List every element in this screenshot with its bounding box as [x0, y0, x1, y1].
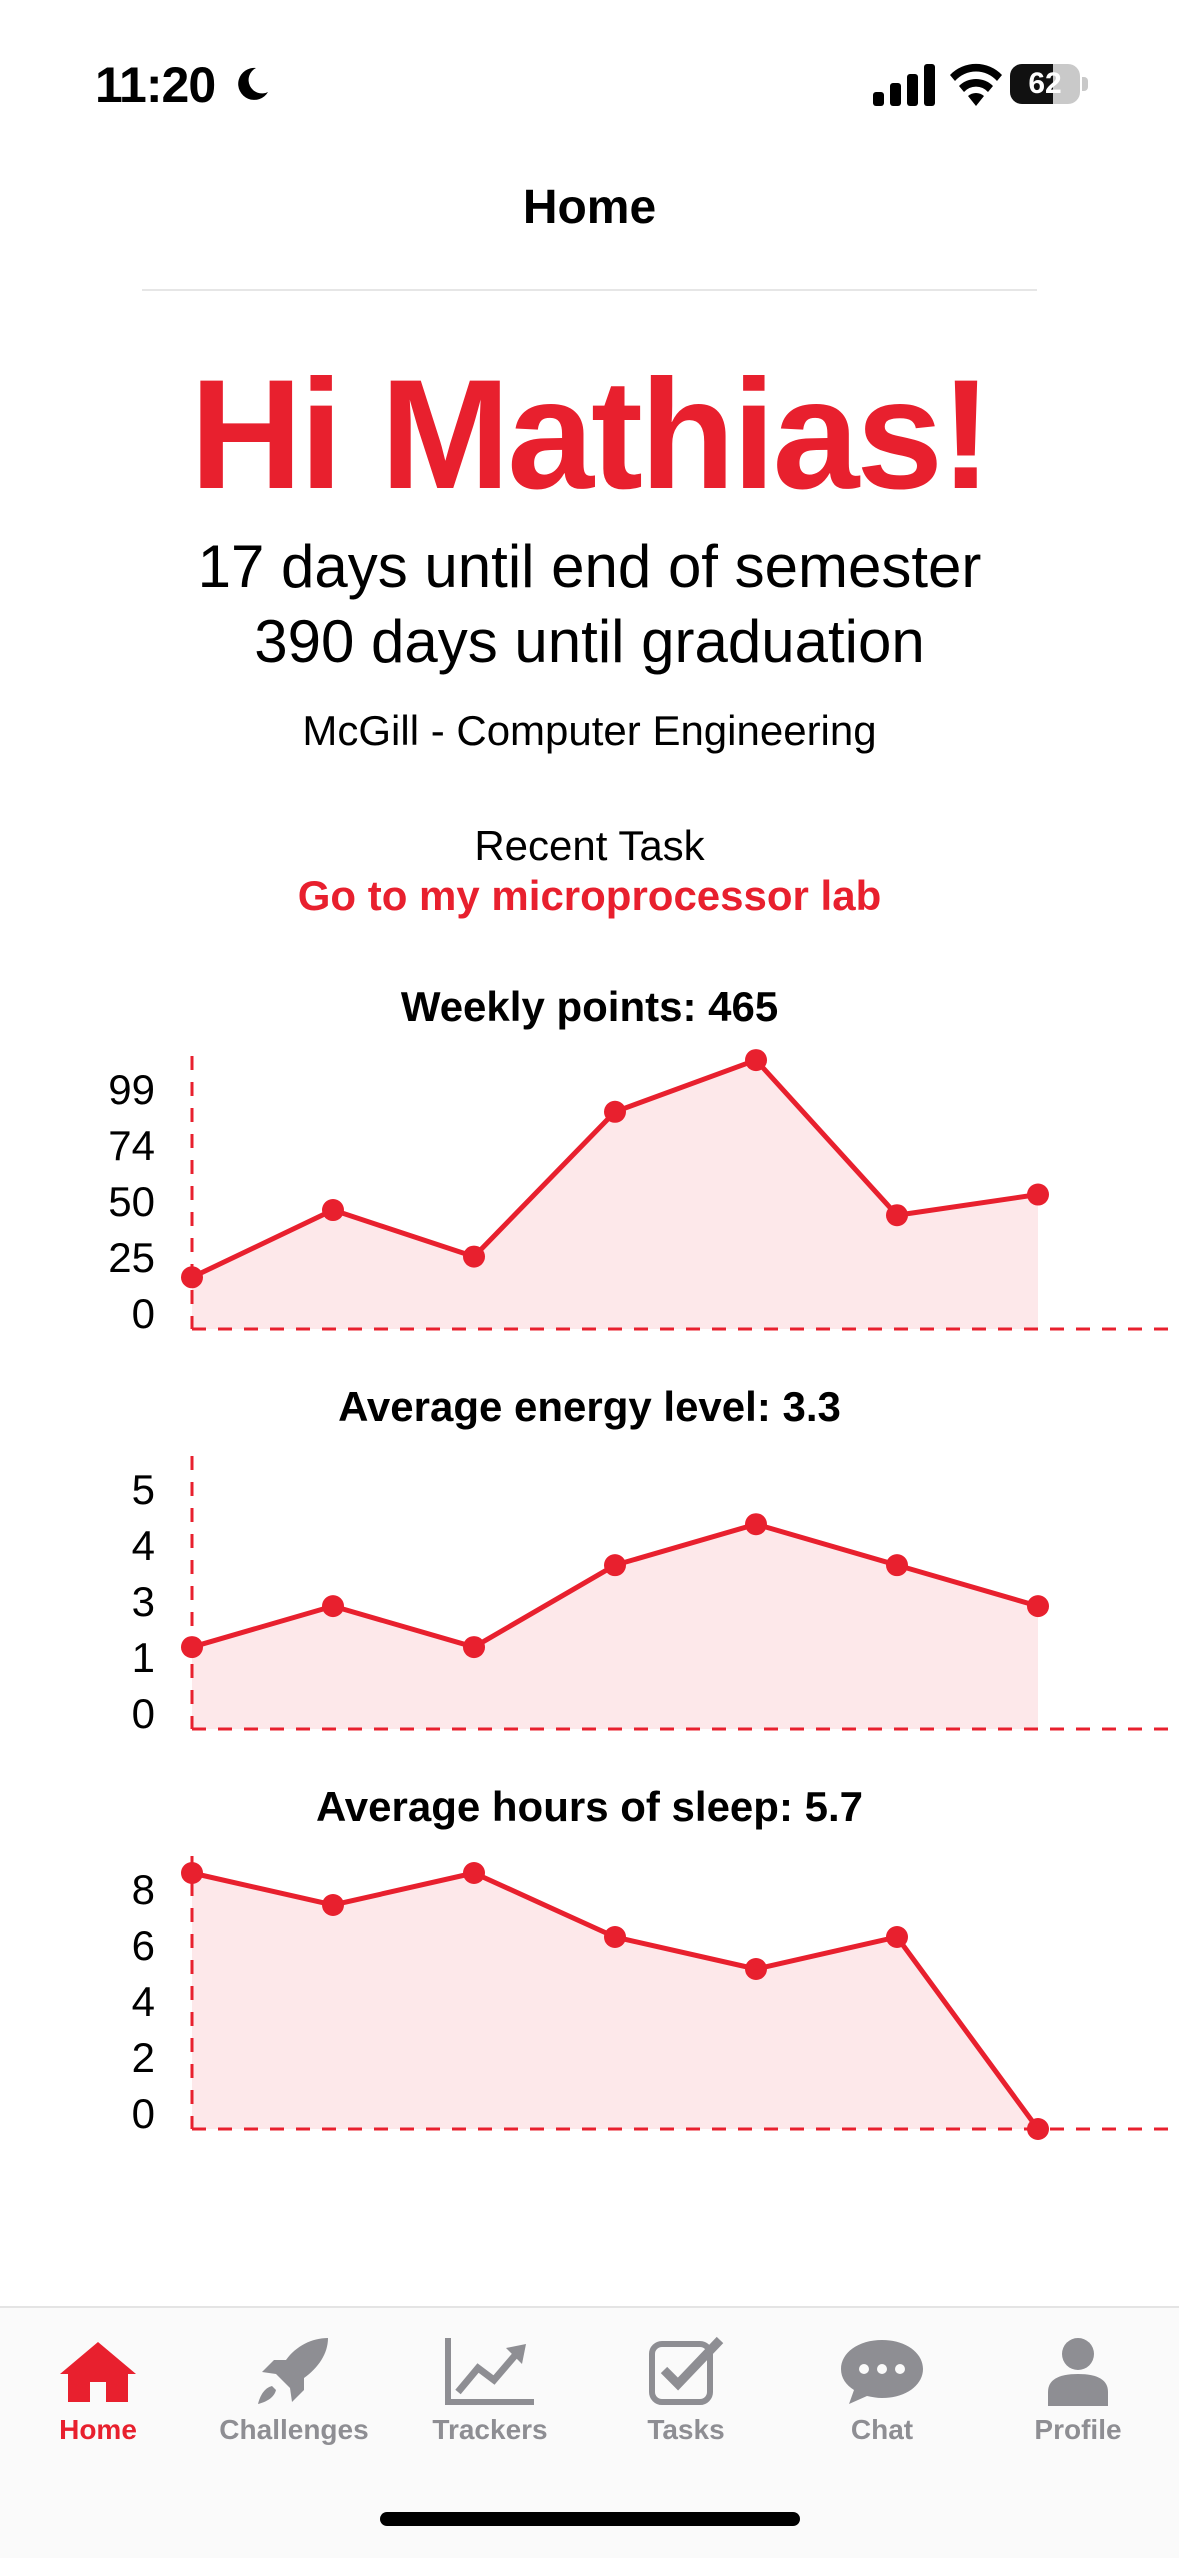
tab-trackers[interactable]: Trackers — [392, 2336, 588, 2476]
y-tick-label: 50 — [108, 1178, 155, 1225]
data-point — [604, 1926, 626, 1948]
chat-bubble-icon — [841, 2340, 923, 2404]
tab-label: Tasks — [647, 2414, 725, 2445]
y-tick-label: 5 — [132, 1466, 155, 1513]
tab-tasks[interactable]: Tasks — [588, 2336, 784, 2476]
data-point — [886, 1204, 908, 1227]
tab-label: Challenges — [219, 2414, 369, 2445]
energy-level-plot: 5 4 3 1 0 — [132, 1456, 1170, 1737]
data-point — [886, 1926, 908, 1948]
y-tick-label: 25 — [108, 1234, 155, 1281]
home-icon — [60, 2342, 136, 2402]
status-time: 11:20 — [95, 57, 216, 113]
weekly-points-plot: 99 74 50 25 0 — [108, 1049, 1170, 1337]
tab-label: Home — [59, 2414, 137, 2445]
chart-title: Average energy level: 3.3 — [338, 1383, 841, 1430]
y-tick-label: 4 — [132, 1522, 155, 1569]
series-area — [192, 1873, 1038, 2129]
recent-task-link[interactable]: Go to my microprocessor lab — [297, 872, 882, 919]
battery-fill — [1010, 64, 1054, 104]
data-point — [181, 1862, 203, 1884]
status-bar: 11:20 62 — [0, 0, 1179, 170]
data-point — [1027, 2118, 1049, 2140]
school-program: McGill - Computer Engineering — [302, 707, 877, 754]
y-tick-label: 99 — [108, 1066, 155, 1113]
tab-profile[interactable]: Profile — [980, 2336, 1176, 2476]
y-tick-label: 2 — [132, 2034, 155, 2081]
y-tick-label: 1 — [132, 1634, 155, 1681]
battery-indicator: 62 — [1010, 64, 1088, 104]
header-divider — [142, 289, 1037, 291]
battery-level: 62 — [1028, 67, 1062, 100]
data-point — [745, 1049, 767, 1072]
data-point — [322, 1595, 344, 1618]
tab-label: Trackers — [432, 2414, 548, 2445]
y-tick-label: 6 — [132, 1922, 155, 1969]
chart-title: Average hours of sleep: 5.7 — [316, 1783, 863, 1830]
sleep-hours-chart: Average hours of sleep: 5.7 8 6 4 2 0 — [0, 1783, 1179, 2143]
y-tick-label: 8 — [132, 1866, 155, 1913]
data-point — [604, 1100, 626, 1123]
data-point — [886, 1554, 908, 1577]
tab-label: Chat — [850, 2414, 914, 2445]
y-tick-label: 0 — [132, 2090, 155, 2137]
graduation-countdown: 390 days until graduation — [254, 608, 925, 675]
y-tick-label: 4 — [132, 1978, 155, 2025]
y-tick-label: 0 — [132, 1690, 155, 1737]
data-point — [1027, 1183, 1049, 1206]
data-point — [181, 1266, 203, 1289]
y-tick-label: 74 — [108, 1122, 155, 1169]
moon-icon — [238, 67, 268, 100]
tab-label: Profile — [1034, 2414, 1122, 2445]
data-point — [463, 1636, 485, 1659]
rocket-icon — [258, 2338, 328, 2404]
data-point — [463, 1862, 485, 1884]
recent-task-label: Recent Task — [474, 822, 705, 869]
person-icon — [1048, 2338, 1108, 2406]
series-area — [192, 1060, 1038, 1329]
tab-chat[interactable]: Chat — [784, 2336, 980, 2476]
greeting-heading: Hi Mathias! — [189, 348, 992, 522]
data-point — [322, 1199, 344, 1222]
wifi-icon — [950, 63, 1002, 106]
data-point — [604, 1554, 626, 1577]
checkbox-icon — [649, 2336, 724, 2405]
energy-level-chart: Average energy level: 3.3 5 4 3 1 0 — [0, 1383, 1179, 1743]
y-tick-label: 0 — [132, 1290, 155, 1337]
chart-title: Weekly points: 465 — [400, 983, 779, 1030]
y-tick-label: 3 — [132, 1578, 155, 1625]
page-title: Home — [522, 181, 657, 234]
data-point — [463, 1245, 485, 1268]
tab-home[interactable]: Home — [0, 2336, 196, 2476]
sleep-hours-plot: 8 6 4 2 0 — [132, 1856, 1170, 2140]
cellular-signal-icon — [873, 64, 935, 106]
trend-chart-icon — [445, 2338, 534, 2405]
home-indicator — [380, 2512, 800, 2526]
weekly-points-chart: Weekly points: 465 99 74 50 25 0 — [0, 983, 1179, 1343]
semester-countdown: 17 days until end of semester — [197, 533, 982, 600]
tab-challenges[interactable]: Challenges — [196, 2336, 392, 2476]
data-point — [181, 1636, 203, 1659]
series-area — [192, 1524, 1038, 1729]
data-point — [745, 1958, 767, 1980]
data-point — [1027, 1595, 1049, 1618]
data-point — [322, 1894, 344, 1916]
data-point — [745, 1513, 767, 1536]
